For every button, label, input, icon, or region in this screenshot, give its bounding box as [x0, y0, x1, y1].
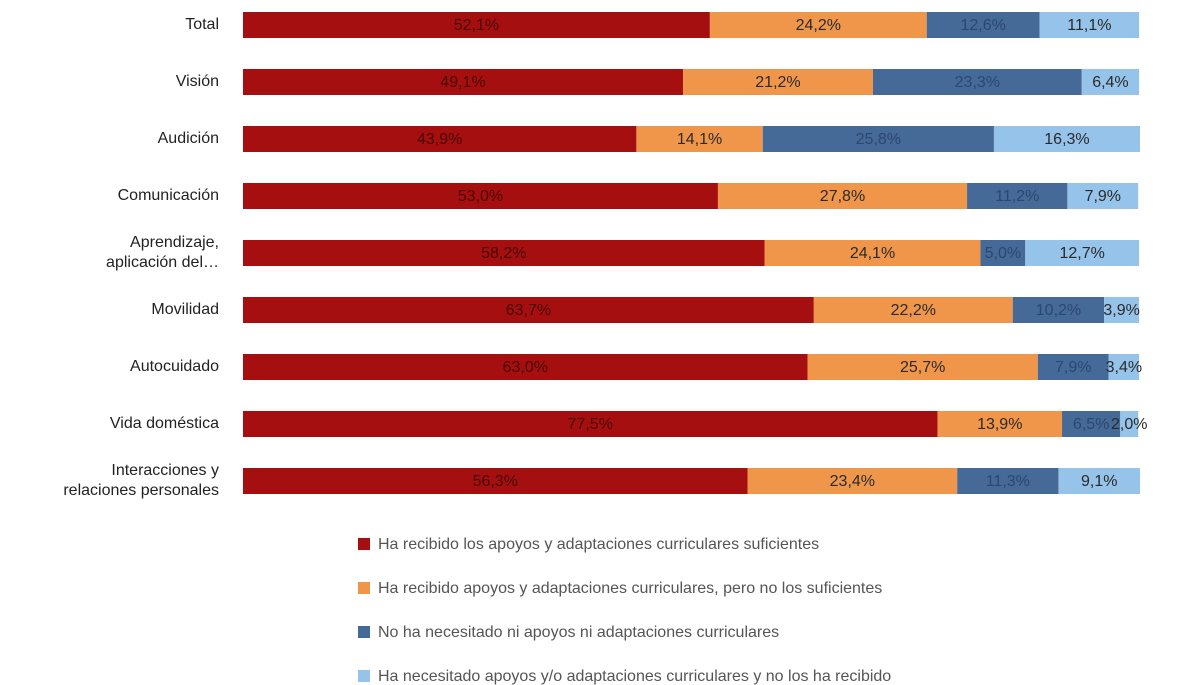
value-label: 24,1% — [850, 245, 895, 262]
value-label: 12,7% — [1060, 245, 1105, 262]
value-label: 3,9% — [1103, 302, 1139, 319]
value-label: 7,9% — [1055, 359, 1091, 376]
value-label: 5,0% — [985, 245, 1021, 262]
value-label: 6,4% — [1092, 74, 1128, 91]
bar-segment — [1062, 411, 1121, 437]
value-label: 52,1% — [454, 17, 499, 34]
legend-swatch — [358, 538, 370, 550]
bar-segment — [243, 411, 938, 437]
legend-label: Ha recibido apoyos y adaptaciones curric… — [378, 580, 882, 597]
value-label: 63,7% — [506, 302, 551, 319]
bar-segment — [762, 126, 994, 152]
bar-segment — [980, 240, 1026, 266]
bar-segment — [1012, 297, 1105, 323]
bar-segment — [709, 12, 927, 38]
value-label: 12,6% — [960, 17, 1005, 34]
bar-segment — [926, 12, 1040, 38]
category-label: Visión — [176, 73, 219, 90]
bar-segment — [636, 126, 763, 152]
value-label: 21,2% — [755, 74, 800, 91]
value-label: 77,5% — [568, 416, 613, 433]
category-label: Movilidad — [151, 301, 219, 318]
value-label: 16,3% — [1044, 131, 1089, 148]
value-label: 58,2% — [481, 245, 526, 262]
category-label: Aprendizaje, aplicación del… — [106, 234, 219, 271]
value-label: 14,1% — [677, 131, 722, 148]
value-label: 2,0% — [1111, 416, 1147, 433]
category-label: Audición — [158, 130, 219, 147]
bar-segment — [243, 354, 808, 380]
bar-segment — [1120, 411, 1139, 437]
value-label: 23,4% — [830, 473, 875, 490]
bar-segment — [717, 183, 968, 209]
bar-segment — [937, 411, 1063, 437]
category-label: Interacciones y relaciones personales — [63, 462, 219, 499]
bar-segment — [243, 240, 765, 266]
category-label: Autocuidado — [130, 358, 219, 375]
bar-segment — [1067, 183, 1139, 209]
bar-segment — [243, 297, 814, 323]
value-label: 49,1% — [440, 74, 485, 91]
category-label: Vida doméstica — [110, 415, 219, 432]
bar-segment — [872, 69, 1082, 95]
value-label: 56,3% — [473, 473, 518, 490]
category-label: Total — [185, 16, 219, 33]
legend-label: No ha necesitado ni apoyos ni adaptacion… — [378, 624, 779, 641]
bar-segment — [967, 183, 1068, 209]
value-label: 13,9% — [977, 416, 1022, 433]
value-label: 9,1% — [1081, 473, 1117, 490]
value-label: 27,8% — [820, 188, 865, 205]
bar-segment — [1025, 240, 1140, 266]
value-label: 11,2% — [995, 188, 1039, 205]
bar-segment — [682, 69, 873, 95]
bar-segment — [243, 69, 683, 95]
bar-segment — [993, 126, 1140, 152]
category-label: Comunicación — [118, 187, 219, 204]
value-label: 11,3% — [986, 473, 1030, 490]
bar-segment — [1081, 69, 1140, 95]
value-label: 7,9% — [1085, 188, 1121, 205]
value-label: 25,8% — [856, 131, 901, 148]
bar-segment — [764, 240, 981, 266]
bar-segment — [243, 126, 637, 152]
bar-segment — [243, 468, 748, 494]
bar-segment — [1039, 12, 1140, 38]
bar-segment — [957, 468, 1059, 494]
value-label: 6,5% — [1073, 416, 1109, 433]
legend-label: Ha necesitado apoyos y/o adaptaciones cu… — [378, 668, 891, 685]
value-label: 63,0% — [503, 359, 548, 376]
bar-segment — [1058, 468, 1140, 494]
bar-segment — [1037, 354, 1109, 380]
value-label: 24,2% — [796, 17, 841, 34]
value-label: 11,1% — [1067, 17, 1111, 34]
value-label: 10,2% — [1036, 302, 1081, 319]
bar-segment — [243, 183, 718, 209]
value-label: 23,3% — [955, 74, 1000, 91]
legend-label: Ha recibido los apoyos y adaptaciones cu… — [378, 536, 819, 553]
legend-swatch — [358, 626, 370, 638]
bar-segment — [807, 354, 1038, 380]
bar-segment — [1104, 297, 1140, 323]
bar-segment — [243, 12, 710, 38]
legend-swatch — [358, 670, 370, 682]
value-label: 3,4% — [1106, 359, 1142, 376]
legend-swatch — [358, 582, 370, 594]
bar-segment — [813, 297, 1013, 323]
bar-segment — [747, 468, 958, 494]
value-label: 22,2% — [891, 302, 936, 319]
value-label: 43,9% — [417, 131, 462, 148]
value-label: 53,0% — [458, 188, 503, 205]
bar-segment — [1108, 354, 1140, 380]
value-label: 25,7% — [900, 359, 945, 376]
